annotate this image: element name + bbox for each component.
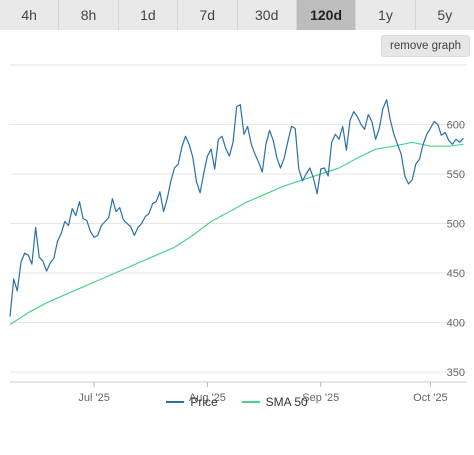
- legend-item-price[interactable]: Price: [166, 392, 218, 412]
- legend-swatch-price: [166, 401, 185, 403]
- tab-7d[interactable]: 7d: [178, 0, 238, 30]
- y-axis-ticks: 350 400 450 500 550 600: [447, 119, 465, 379]
- legend-swatch-sma: [241, 401, 260, 403]
- x-tick-label: Aug '25: [189, 392, 226, 404]
- y-tick-label: 450: [447, 268, 465, 280]
- tab-5y[interactable]: 5y: [415, 0, 474, 30]
- series-line-sma-50: [9, 141, 464, 326]
- tab-120d[interactable]: 120d: [296, 0, 357, 30]
- x-axis-ticks: Jul '25 Aug '25 Sep '25 Oct '25: [78, 382, 448, 404]
- tab-1d[interactable]: 1d: [118, 0, 179, 30]
- chart-series: [9, 99, 464, 326]
- legend-item-sma[interactable]: SMA 50: [241, 392, 308, 412]
- timeframe-tabs: 4h 8h 1d 7d 30d 120d 1y 5y: [0, 0, 474, 30]
- tab-30d[interactable]: 30d: [237, 0, 297, 30]
- x-tick-label: Jul '25: [78, 392, 109, 404]
- tab-8h[interactable]: 8h: [59, 0, 119, 30]
- series-line-price: [9, 99, 464, 317]
- remove-graph-button[interactable]: remove graph: [381, 35, 470, 57]
- x-tick-label: Sep '25: [302, 392, 339, 404]
- y-tick-label: 550: [447, 169, 465, 181]
- y-tick-label: 350: [447, 367, 465, 379]
- legend-label-price: Price: [190, 395, 218, 409]
- chart-grid: [10, 64, 467, 383]
- y-tick-label: 500: [447, 219, 465, 231]
- legend-label-sma: SMA 50: [265, 395, 308, 409]
- chart-legend: Price SMA 50: [0, 392, 474, 412]
- y-tick-label: 400: [447, 318, 465, 330]
- x-tick-label: Oct '25: [413, 392, 448, 404]
- y-tick-label: 600: [447, 119, 465, 131]
- tab-1y[interactable]: 1y: [356, 0, 416, 30]
- tab-4h[interactable]: 4h: [0, 0, 60, 30]
